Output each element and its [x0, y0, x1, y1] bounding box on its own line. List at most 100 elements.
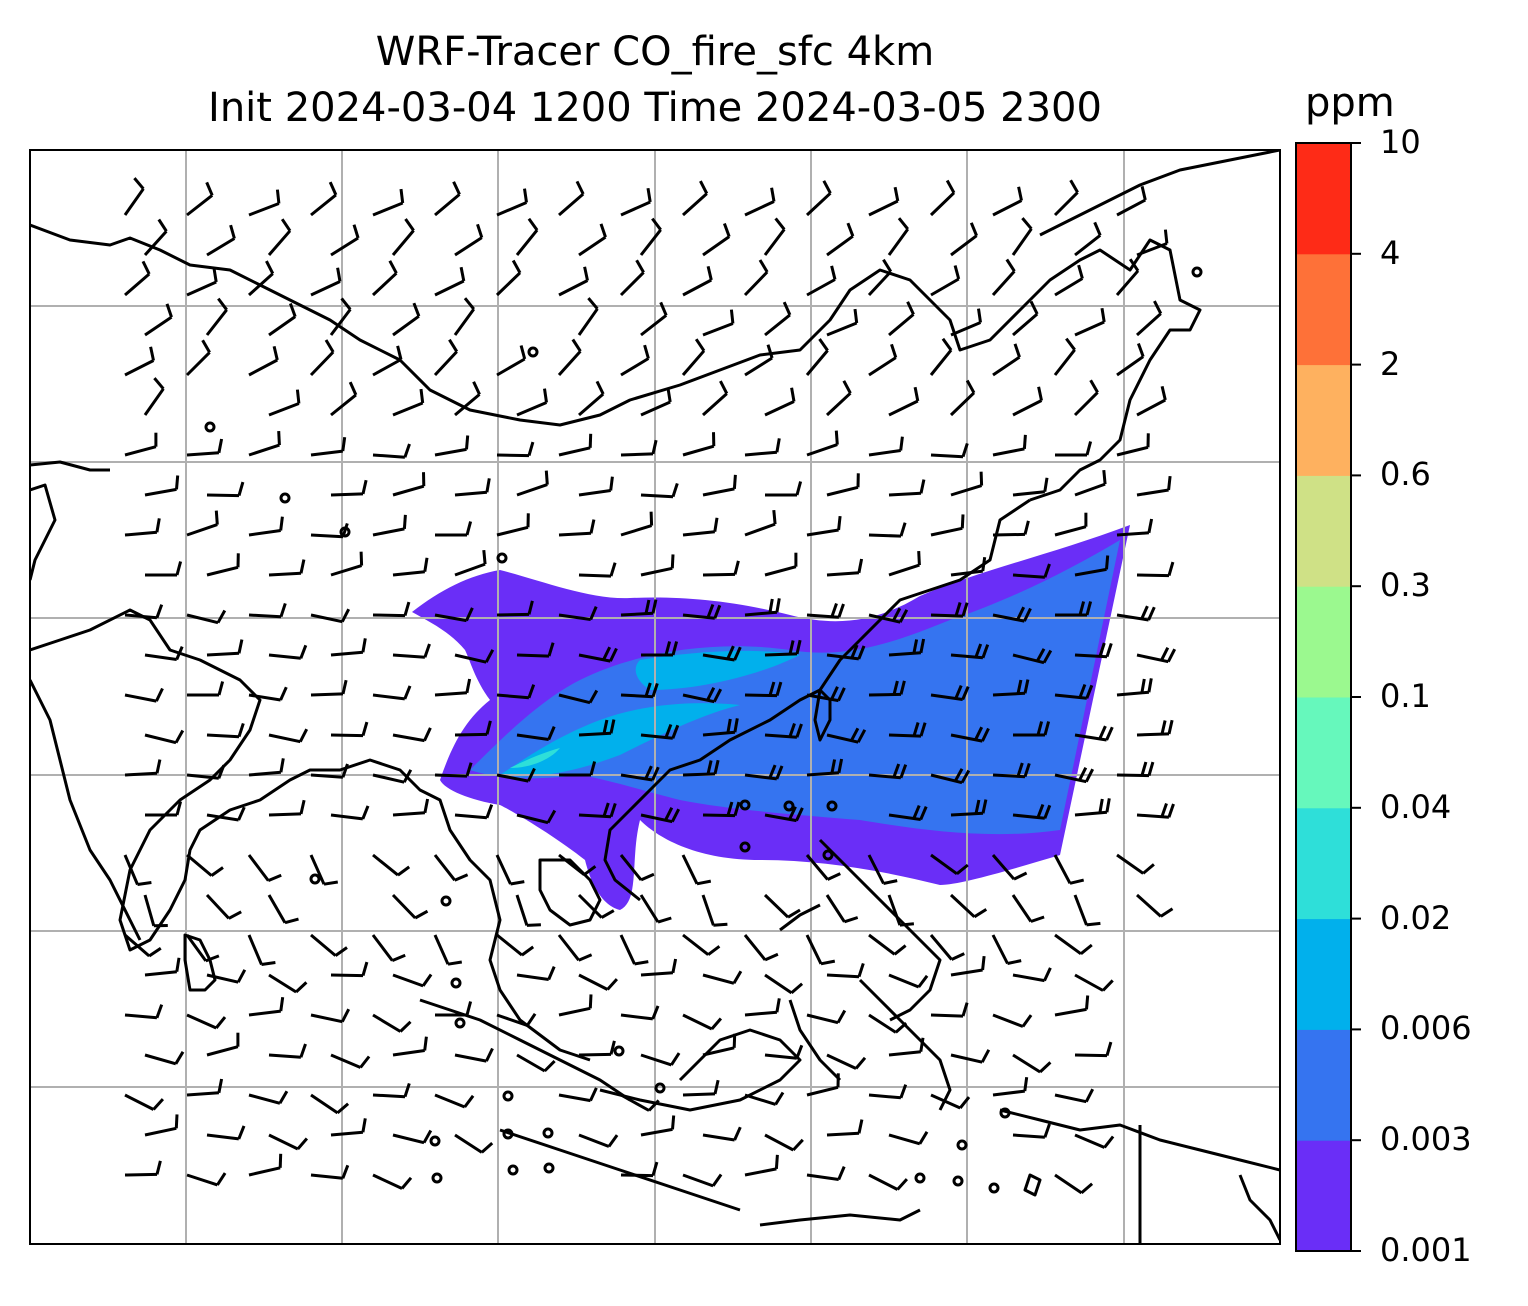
wind-barb: [372, 527, 405, 537]
wind-barb-feather: [1147, 761, 1155, 777]
wind-barb: [764, 1053, 797, 1060]
colorbar-tick-label: 0.1: [1380, 677, 1431, 715]
wind-barb-feather: [713, 922, 728, 927]
wind-barb-feather: [1086, 921, 1101, 927]
wind-barb-feather: [340, 297, 352, 311]
calm-marker: [1191, 266, 1203, 278]
wind-barb-feather: [1007, 959, 1022, 965]
wind-barb-feather: [340, 1008, 351, 1023]
map-title-line-1: WRF-Tracer CO_fire_sfc 4km: [375, 29, 935, 75]
co-plume-peak: [510, 748, 560, 768]
wind-barb-feather: [1167, 475, 1172, 491]
wind-barb-layer: [123, 177, 1177, 1195]
wind-barb-feather: [1021, 1014, 1033, 1028]
wind-barb-feather: [917, 551, 921, 566]
wind-barb: [372, 201, 404, 217]
wind-barb-feather: [913, 386, 920, 402]
wind-barb-feather: [1136, 342, 1145, 358]
wind-barb-feather: [459, 266, 466, 282]
wind-barb-feather: [707, 945, 721, 956]
wind-barb-feather: [772, 509, 777, 525]
colorbar-band: [1296, 697, 1351, 809]
wind-barb-feather: [465, 521, 473, 536]
wind-barb-feather: [215, 1016, 227, 1029]
wind-barb-feather: [575, 180, 585, 195]
wind-barb-feather: [237, 722, 245, 738]
wind-barb: [454, 562, 486, 577]
wind-barb: [496, 357, 526, 377]
colorbar-tick-label: 0.006: [1380, 1009, 1472, 1048]
wind-barb-feather: [651, 1005, 660, 1020]
wind-barb: [620, 357, 650, 377]
wind-barb-feather: [1166, 648, 1177, 663]
wind-barb-feather: [396, 345, 403, 360]
wind-barb-feather: [609, 647, 618, 662]
wind-barb-feather: [659, 301, 668, 316]
wind-barb-feather: [174, 729, 185, 744]
wind-barb: [392, 1049, 425, 1057]
calm-marker: [502, 1128, 514, 1140]
wind-barb: [867, 854, 885, 885]
wind-barb: [248, 770, 282, 777]
wind-barb: [619, 934, 636, 965]
wind-barb: [702, 1133, 735, 1142]
wind-barb-feather: [133, 177, 145, 190]
wind-barb: [578, 392, 605, 417]
wind-barb-feather: [713, 1079, 720, 1095]
wind-barb-feather: [955, 863, 969, 875]
wind-barb: [1054, 525, 1087, 537]
wind-barb: [124, 1013, 158, 1020]
wind-barb-feather: [583, 266, 589, 281]
wind-barb: [992, 1089, 1025, 1097]
wind-barb: [806, 1013, 839, 1025]
wind-barb: [143, 387, 165, 416]
wind-barb: [764, 565, 797, 577]
wind-barb: [515, 894, 529, 926]
wind-barb-feather: [1005, 258, 1016, 273]
wind-barb: [805, 854, 829, 881]
calm-marker: [339, 526, 351, 538]
wind-barb: [930, 277, 960, 297]
wind-barb: [744, 1167, 777, 1177]
wind-barb: [186, 280, 217, 297]
wind-barb-feather: [527, 767, 536, 782]
wind-barb-feather: [324, 339, 335, 353]
wind-barb-feather: [547, 966, 556, 981]
wind-barb: [186, 451, 220, 457]
wind-barb: [1012, 490, 1045, 497]
wind-barb: [206, 237, 236, 257]
wind-barb-feather: [212, 267, 218, 283]
wind-barb-feather: [422, 1129, 433, 1144]
wind-barb-feather: [965, 379, 976, 394]
wind-barb-feather: [527, 217, 539, 231]
wind-barb-feather: [1013, 871, 1028, 881]
wind-barb-feather: [1043, 563, 1051, 578]
wind-barb-feather: [790, 387, 796, 402]
wind-barb-feather: [298, 728, 309, 743]
coastlines: [30, 150, 1280, 1244]
wind-barb: [950, 968, 983, 977]
wind-barb-feather: [644, 765, 653, 780]
wind-barb: [868, 692, 902, 697]
wind-barb-feather: [175, 561, 183, 576]
calm-marker: [952, 1175, 964, 1187]
wind-barb: [620, 1013, 653, 1021]
wind-barb-feather: [890, 343, 898, 359]
wind-barb-feather: [671, 724, 680, 739]
wind-barb: [372, 613, 406, 618]
wind-barb: [702, 487, 735, 497]
wind-barb: [248, 358, 279, 377]
colorbar-tick-label: 0.3: [1380, 566, 1431, 605]
wind-barb-feather: [857, 645, 866, 660]
wind-barb: [868, 773, 902, 780]
wind-barb: [496, 773, 529, 783]
wind-barb: [186, 1173, 218, 1187]
wind-barb-feather: [898, 609, 909, 623]
wind-barb: [577, 307, 599, 336]
wind-barb-feather: [671, 641, 679, 656]
wind-barb-feather: [400, 1176, 413, 1190]
wind-barb: [806, 693, 839, 703]
wind-barb: [454, 732, 488, 737]
wind-barb-feather: [334, 946, 348, 957]
wind-barb-feather: [1163, 229, 1169, 244]
